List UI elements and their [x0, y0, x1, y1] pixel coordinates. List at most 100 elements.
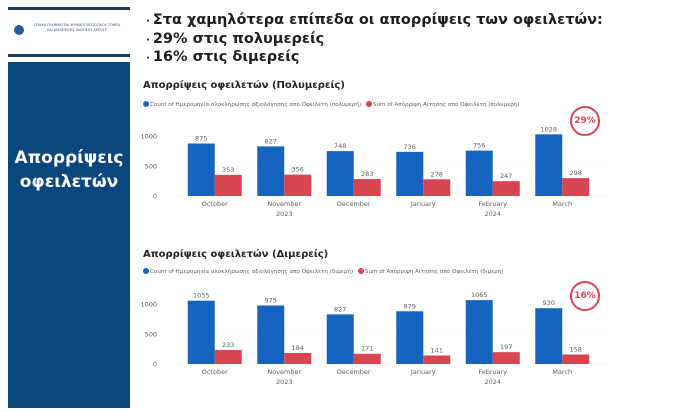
y-tick-label: 0: [153, 361, 157, 369]
bar-sum: [562, 354, 590, 364]
data-label: 1028: [540, 125, 557, 133]
data-label: 283: [361, 170, 373, 178]
data-label: 756: [473, 142, 485, 150]
legend-item-count[interactable]: Count of Ημερομηνία ολοκλήρωσης αξιολόγη…: [143, 268, 353, 275]
bar-sum: [353, 353, 381, 364]
bar-count: [187, 143, 215, 196]
bar-count: [535, 134, 563, 196]
data-label: 975: [265, 297, 277, 305]
data-label: 141: [431, 347, 443, 355]
bar-sum: [423, 179, 451, 196]
x-tick-label: December: [337, 368, 371, 376]
bar-sum: [214, 174, 242, 196]
y-tick-label: 500: [145, 331, 157, 339]
year-label: 2024: [484, 210, 501, 218]
chart-legend-polymereis: Count of Ημερομηνία ολοκλήρωσης αξιολόγη…: [143, 101, 523, 108]
data-label: 184: [292, 344, 304, 352]
legend-label: Sum of Απόρριψη Αίτησης από Οφειλέτη (δι…: [364, 269, 504, 275]
data-label: 171: [361, 345, 373, 353]
chart-title-dimereis: Απορρίψεις οφειλετών (Διμερείς): [143, 249, 329, 260]
data-label: 1065: [471, 291, 488, 299]
bar-sum: [214, 350, 242, 364]
bullet-text: 16% στις διμερείς: [152, 49, 300, 65]
side-panel-title: Απορρίψεις οφειλετών: [8, 146, 130, 194]
bar-count: [396, 311, 424, 364]
bar-count: [326, 314, 354, 364]
data-label: 353: [222, 166, 234, 174]
data-label: 930: [543, 299, 555, 307]
legend-swatch-red: [357, 268, 364, 274]
data-label: 233: [222, 341, 234, 349]
bullet-text: 29% στις πολυμερείς: [152, 30, 325, 47]
year-label: 2023: [276, 378, 293, 386]
side-panel: Απορρίψεις οφειλετών: [8, 62, 130, 408]
percentage-badge-dimereis: 16%: [570, 281, 600, 311]
data-label: 158: [570, 346, 582, 354]
logo-text-line2: ΚΑΙ ΔΙΑΧΕΙΡΙΣΗΣ ΙΔΙΩΤΙΚΟΥ ΧΡΕΟΥΣ: [47, 28, 107, 32]
x-tick-label: March: [552, 368, 572, 376]
y-tick-label: 500: [145, 163, 157, 171]
emblem-icon: [14, 25, 24, 35]
bar-sum: [423, 355, 451, 364]
bar-chart-dimereis: 0 500 1000 1055 233 October 975 184 November 827 1…: [140, 291, 610, 386]
side-title-line1: Απορρίψεις: [14, 148, 124, 168]
data-label: 827: [334, 305, 346, 313]
logo-text-line1: ΓΕΝΙΚΗ ΓΡΑΜΜΑΤΕΙΑ ΧΡΗΜΑΤΟΠΙΣΤΩΤΙΚΟΥ ΤΟΜΕ…: [34, 23, 120, 27]
data-label: 875: [195, 135, 207, 143]
side-title-line2: οφειλετών: [19, 172, 119, 192]
chart-title-polymereis: Απορρίψεις οφειλετών (Πολυμερείς): [143, 80, 345, 91]
bar-sum: [284, 174, 312, 196]
year-label: 2024: [484, 378, 501, 386]
x-tick-label: February: [478, 368, 507, 376]
chart-legend-dimereis: Count of Ημερομηνία ολοκλήρωσης αξιολόγη…: [143, 268, 506, 275]
bar-count: [187, 300, 215, 364]
bullet-item: · 29% στις πολυμερείς: [146, 30, 325, 47]
bullet-item: · Στα χαμηλότερα επίπεδα οι απορρίψεις τω…: [146, 12, 603, 28]
legend-swatch-red: [365, 101, 372, 107]
bar-count: [326, 151, 354, 196]
logo: ΓΕΝΙΚΗ ΓΡΑΜΜΑΤΕΙΑ ΧΡΗΜΑΤΟΠΙΣΤΩΤΙΚΟΥ ΤΟΜΕ…: [8, 7, 130, 57]
legend-item-sum[interactable]: Sum of Απόρριψη Αίτησης από Οφειλέτη (δι…: [357, 268, 504, 275]
bar-count: [535, 308, 563, 364]
year-label: 2023: [276, 210, 293, 218]
data-label: 1055: [193, 292, 210, 300]
data-label: 356: [292, 166, 304, 174]
bar-chart-polymereis: 0 500 1000 875 353 October 827 356 November 748 28…: [140, 125, 610, 218]
x-tick-label: January: [410, 368, 436, 376]
legend-swatch-blue: [143, 268, 149, 274]
bar-count: [396, 151, 424, 196]
percentage-badge-polymereis: 29%: [570, 106, 600, 136]
y-tick-label: 1000: [140, 301, 157, 309]
data-label: 298: [570, 169, 582, 177]
x-tick-label: January: [410, 200, 436, 208]
bar-sum: [284, 352, 312, 364]
legend-label: Count of Ημερομηνία ολοκλήρωσης αξιολόγη…: [150, 102, 362, 108]
bullet-list: · Στα χαμηλότερα επίπεδα οι απορρίψεις τω…: [146, 12, 603, 68]
data-label: 247: [500, 172, 512, 180]
legend-item-sum[interactable]: Sum of Απόρριψη Αίτησης από Οφειλέτη (πο…: [365, 101, 520, 108]
bullet-item: · 16% στις διμερείς: [146, 49, 300, 65]
legend-item-count[interactable]: Count of Ημερομηνία ολοκλήρωσης αξιολόγη…: [143, 101, 362, 108]
data-label: 879: [404, 302, 416, 310]
data-label: 278: [431, 170, 443, 178]
bullet-text: Στα χαμηλότερα επίπεδα οι απορρίψεις των…: [152, 12, 603, 28]
data-label: 748: [334, 142, 346, 150]
bar-sum: [492, 181, 520, 196]
y-tick-label: 1000: [140, 133, 157, 141]
x-tick-label: November: [267, 368, 301, 376]
x-tick-label: November: [267, 200, 301, 208]
bar-count: [257, 305, 285, 364]
bar-sum: [353, 179, 381, 196]
x-tick-label: March: [552, 200, 572, 208]
x-tick-label: October: [202, 368, 228, 376]
legend-label: Sum of Απόρριψη Αίτησης από Οφειλέτη (πο…: [372, 102, 520, 108]
x-tick-label: February: [478, 200, 507, 208]
data-label: 827: [265, 137, 277, 145]
x-tick-label: December: [337, 200, 371, 208]
legend-swatch-blue: [143, 101, 149, 107]
y-tick-label: 0: [153, 193, 157, 201]
logo-text: ΓΕΝΙΚΗ ΓΡΑΜΜΑΤΕΙΑ ΧΡΗΜΑΤΟΠΙΣΤΩΤΙΚΟΥ ΤΟΜΕ…: [27, 23, 127, 33]
bar-sum: [562, 178, 590, 196]
bar-count: [465, 300, 493, 364]
bar-sum: [492, 352, 520, 364]
